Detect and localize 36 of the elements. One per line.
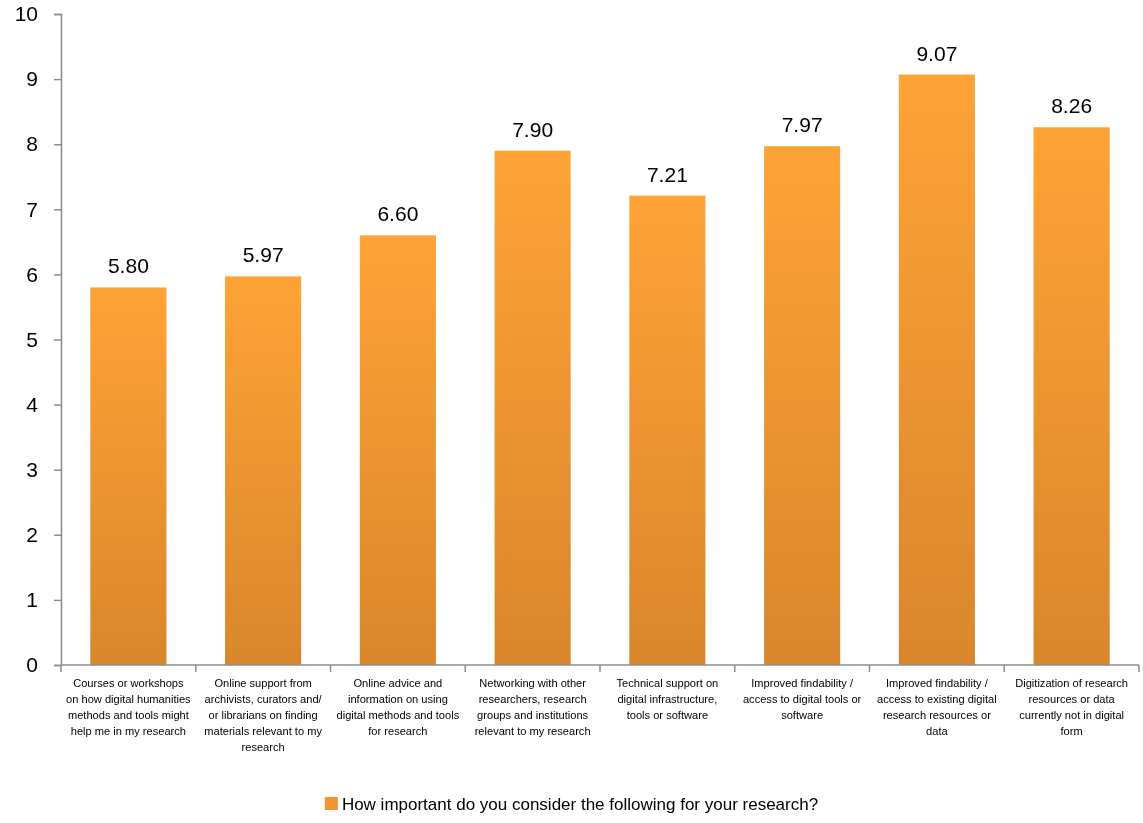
bar <box>629 195 706 665</box>
text: 5.97 <box>242 243 284 267</box>
bar <box>764 146 841 665</box>
y-tick-label: 9 <box>26 67 38 91</box>
legend-label: How important do you consider the following for your research? <box>341 795 819 814</box>
x-tick-label: Technical support on digital infrastructure, tools or software <box>616 677 719 721</box>
text: 8.26 <box>1051 94 1093 118</box>
bar <box>90 287 167 665</box>
text: 7.97 <box>781 113 823 137</box>
y-tick-label: 8 <box>26 132 38 156</box>
y-tick-label: 10 <box>14 2 38 26</box>
bar <box>359 235 436 665</box>
y-tick-label: 4 <box>26 392 39 416</box>
text: 7.90 <box>512 117 554 141</box>
y-tick-label: 2 <box>26 523 38 547</box>
bar <box>898 74 975 665</box>
bar <box>225 276 302 665</box>
text: 7.21 <box>646 162 688 186</box>
x-tick-label: Courses or workshops on how digital humanities methods and tools might help me in my research <box>66 677 192 737</box>
x-tick-label: Online support from archivists, curators and/ or librarians on finding materials relevant to my research <box>204 677 323 753</box>
x-tick-label: Online advice and information on using digital methods and tools for research <box>336 677 460 737</box>
text: 5.80 <box>107 254 149 278</box>
bar <box>1033 127 1110 665</box>
x-tick-label: Networking with other researchers, research groups and institutions relevant to my research <box>474 677 591 737</box>
bar <box>494 150 571 665</box>
y-tick-label: 0 <box>26 653 38 677</box>
y-tick-label: 7 <box>26 197 38 221</box>
y-tick-label: 5 <box>26 327 38 351</box>
y-tick-label: 3 <box>26 457 38 481</box>
x-tick-label: Improved findability / access to existing digital research resources or data <box>877 677 997 737</box>
y-tick-label: 6 <box>26 262 38 286</box>
text: 6.60 <box>377 202 419 226</box>
text: 9.07 <box>916 41 958 65</box>
x-tick-label: Improved findability / access to digital tools or software <box>742 677 862 721</box>
x-tick-label: Digitization of research resources or data currently not in digital form <box>1015 677 1129 737</box>
y-tick-label: 1 <box>26 588 38 612</box>
